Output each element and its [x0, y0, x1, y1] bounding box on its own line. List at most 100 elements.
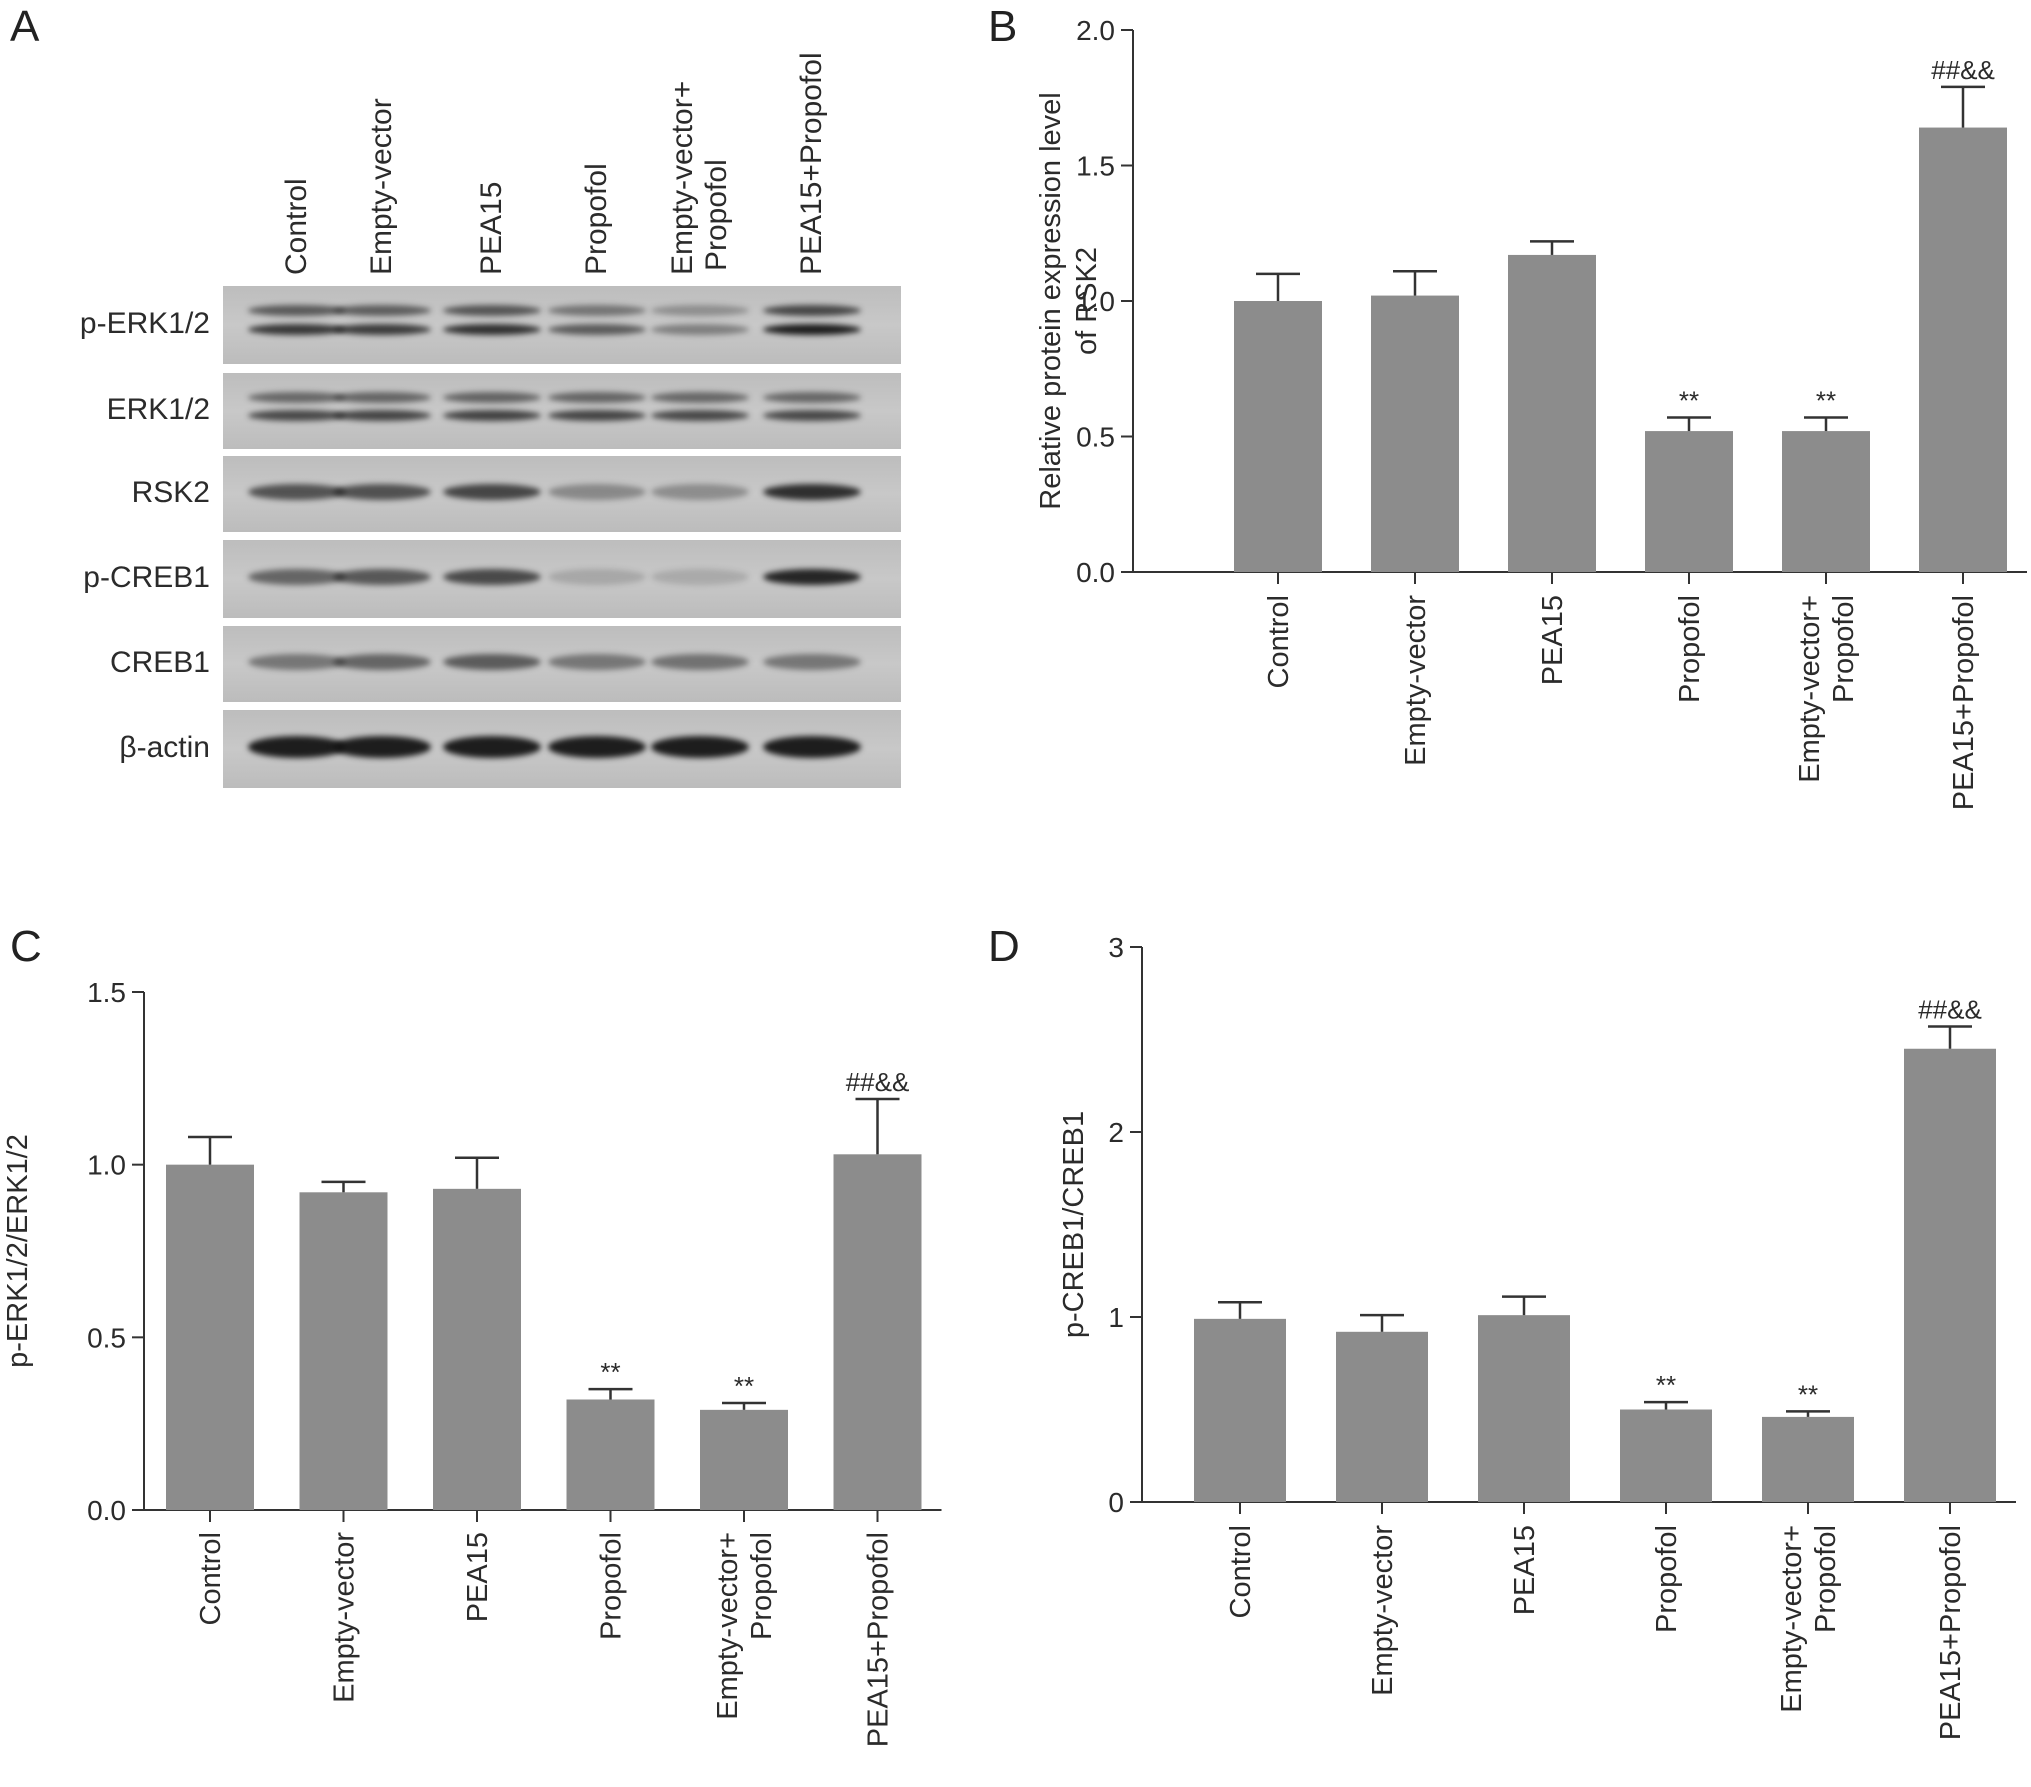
- protein-band: [333, 484, 431, 501]
- x-tick-label: Empty-vector: [1400, 595, 1432, 766]
- y-axis-label: Relative protein expression level: [1035, 92, 1067, 510]
- panel-label-a: A: [10, 2, 40, 51]
- protein-band: [333, 736, 431, 759]
- protein-band: [763, 305, 861, 317]
- x-tick-label: PEA15+Propofol: [863, 1532, 895, 1747]
- significance-marker: ##&&: [1931, 55, 1995, 85]
- x-tick-label: Propofol: [1674, 595, 1706, 703]
- blot-row-label: p-CREB1: [83, 561, 210, 594]
- lane-label: PEA15+Propofol: [795, 52, 829, 275]
- protein-band: [248, 736, 346, 759]
- bar: [1234, 301, 1322, 572]
- y-axis-label: p-ERK1/2/ERK1/2: [2, 1134, 34, 1368]
- y-axis-label: of RSK2: [1071, 247, 1103, 355]
- bar: [1508, 254, 1596, 572]
- bar: [1620, 1409, 1712, 1502]
- panel-label-d: D: [988, 922, 1020, 971]
- lane-label-line1: PEA15: [475, 181, 508, 275]
- x-tick-label: PEA15+Propofol: [1935, 1525, 1967, 1740]
- bar: [566, 1399, 655, 1510]
- significance-marker: **: [1816, 386, 1836, 416]
- protein-band: [651, 654, 749, 671]
- x-tick-label: Control: [1263, 595, 1295, 689]
- significance-marker: **: [734, 1371, 754, 1401]
- bar: [1336, 1331, 1428, 1502]
- protein-band: [763, 391, 861, 403]
- y-tick-label: 2.0: [1076, 15, 1115, 46]
- x-tick-label: Empty-vector+: [1794, 595, 1826, 783]
- protein-band: [548, 569, 646, 586]
- bar: [299, 1192, 388, 1510]
- lane-label: PEA15: [475, 182, 509, 275]
- protein-band: [443, 305, 541, 317]
- protein-band: [763, 654, 861, 671]
- protein-band: [443, 391, 541, 403]
- protein-band: [763, 736, 861, 759]
- blot-row-label: β-actin: [119, 731, 210, 764]
- protein-band: [548, 484, 646, 501]
- protein-band: [333, 569, 431, 586]
- bar: [700, 1409, 788, 1510]
- y-axis-label: p-CREB1/CREB1: [1058, 1111, 1090, 1338]
- protein-band: [548, 305, 646, 317]
- blot-strip: [223, 456, 901, 532]
- lane-label-line1: Control: [280, 178, 313, 275]
- significance-marker: ##&&: [846, 1067, 910, 1097]
- bar: [1478, 1315, 1570, 1502]
- x-tick-label: Propofol: [1828, 595, 1860, 703]
- blot-strip: [223, 626, 901, 702]
- protein-band: [651, 484, 749, 501]
- y-tick-label: 0.5: [87, 1322, 126, 1353]
- protein-band: [651, 324, 749, 336]
- significance-marker: **: [1656, 1370, 1676, 1400]
- blot-row-label: CREB1: [109, 646, 210, 679]
- protein-band: [248, 305, 346, 317]
- y-tick-label: 1.5: [87, 977, 126, 1008]
- x-tick-label: PEA15: [1537, 595, 1569, 685]
- x-tick-label: Empty-vector+: [712, 1532, 744, 1720]
- y-tick-label: 0.0: [1076, 557, 1115, 588]
- blot-row-label: p-ERK1/2: [79, 307, 210, 340]
- bar: [1762, 1416, 1854, 1502]
- protein-band: [248, 324, 346, 336]
- protein-band: [443, 324, 541, 336]
- panel-label-c: C: [10, 922, 42, 971]
- protein-band: [333, 654, 431, 671]
- protein-band: [763, 569, 861, 586]
- protein-band: [651, 305, 749, 317]
- y-tick-label: 0.0: [87, 1495, 126, 1526]
- protein-band: [548, 736, 646, 759]
- bar: [1194, 1318, 1286, 1502]
- y-tick-label: 1.5: [1076, 151, 1115, 182]
- x-tick-label: PEA15+Propofol: [1948, 595, 1980, 810]
- protein-band: [443, 484, 541, 501]
- protein-band: [548, 391, 646, 403]
- protein-band: [333, 391, 431, 403]
- x-tick-label: Control: [1225, 1525, 1257, 1619]
- y-tick-label: 1.0: [1076, 286, 1115, 317]
- protein-band: [443, 410, 541, 422]
- protein-band: [443, 654, 541, 671]
- y-tick-label: 0.5: [1076, 422, 1115, 453]
- protein-band: [548, 654, 646, 671]
- x-tick-label: Control: [195, 1532, 227, 1626]
- protein-band: [651, 391, 749, 403]
- bar: [1904, 1048, 1996, 1502]
- significance-marker: **: [1679, 386, 1699, 416]
- p-creb1-ratio-chart: 0 1 2 3 p-CREB1/CREB1 Control Empty-vector PEA1…: [1058, 932, 2016, 1740]
- x-tick-label: Propofol: [596, 1532, 628, 1640]
- y-tick-label: 3: [1108, 932, 1124, 963]
- lane-label-line1: PEA15+Propofol: [795, 52, 828, 275]
- bar: [833, 1154, 922, 1510]
- bar: [1919, 127, 2007, 572]
- panel-label-b: B: [988, 2, 1018, 51]
- blot-strip: [223, 373, 901, 449]
- blot-strip: [223, 540, 901, 618]
- bar: [166, 1164, 254, 1510]
- bar: [433, 1188, 521, 1510]
- significance-marker: ##&&: [1918, 995, 1982, 1025]
- x-tick-label: PEA15: [462, 1532, 494, 1622]
- lane-label: Empty-vector+ Propofol: [666, 81, 734, 275]
- lane-label-line1: Propofol: [580, 163, 613, 275]
- significance-marker: **: [1798, 1379, 1818, 1409]
